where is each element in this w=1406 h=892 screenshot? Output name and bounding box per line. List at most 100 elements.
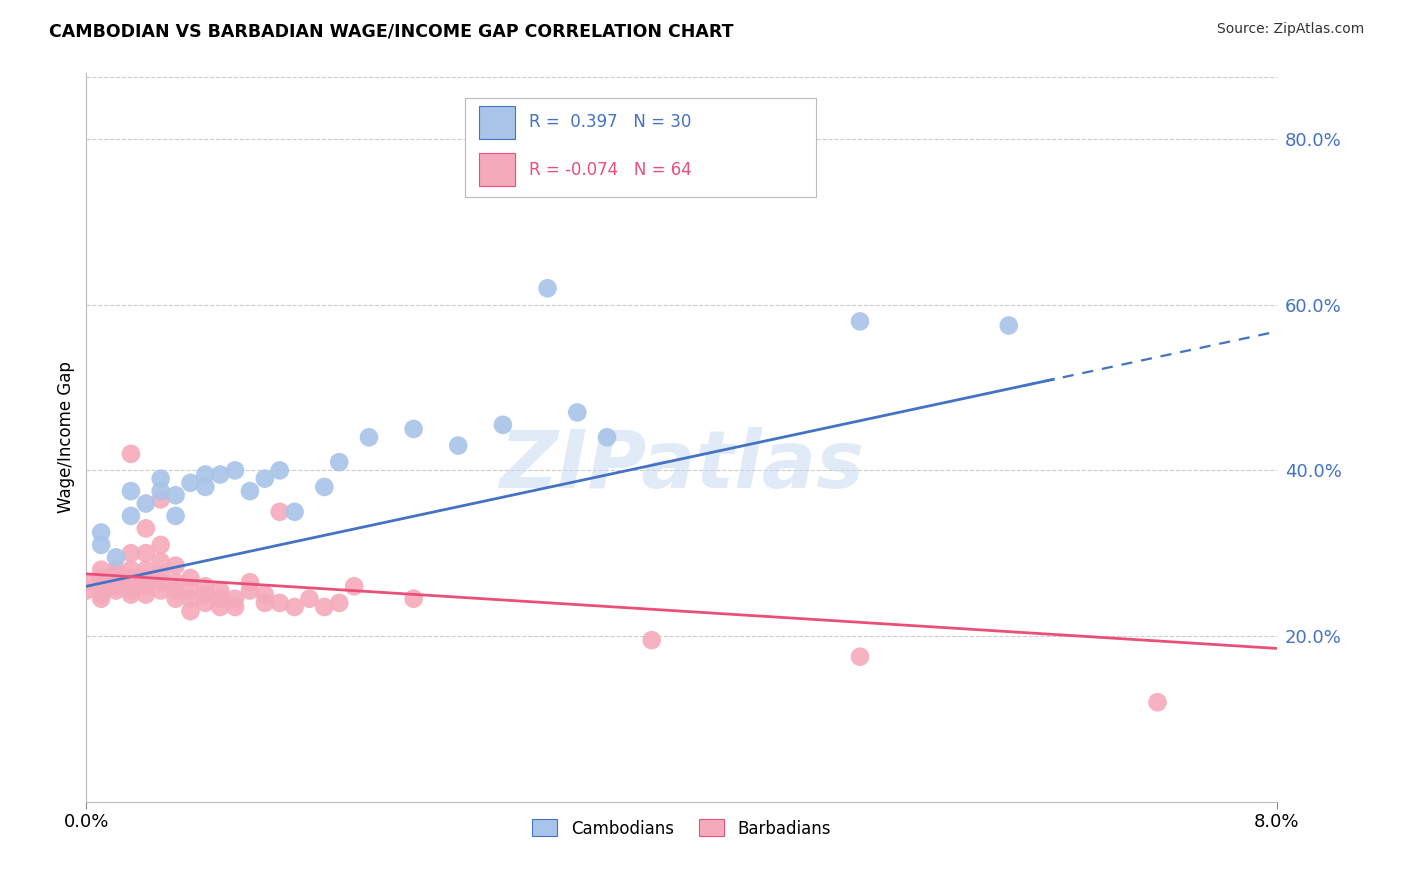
- Point: [357, 430, 380, 444]
- Point: [135, 563, 157, 577]
- Point: [849, 649, 872, 664]
- Point: [284, 600, 307, 615]
- Point: [239, 575, 262, 590]
- Point: [492, 417, 515, 432]
- Point: [314, 600, 336, 615]
- Point: [194, 480, 217, 494]
- Point: [209, 467, 232, 482]
- Point: [149, 538, 172, 552]
- Point: [165, 488, 187, 502]
- Point: [135, 588, 157, 602]
- Text: CAMBODIAN VS BARBADIAN WAGE/INCOME GAP CORRELATION CHART: CAMBODIAN VS BARBADIAN WAGE/INCOME GAP C…: [49, 22, 734, 40]
- Point: [120, 583, 142, 598]
- Point: [135, 546, 157, 560]
- Point: [120, 508, 142, 523]
- Point: [120, 563, 142, 577]
- Point: [149, 583, 172, 598]
- Point: [253, 588, 276, 602]
- Text: R =  0.397   N = 30: R = 0.397 N = 30: [529, 113, 692, 131]
- Point: [343, 579, 366, 593]
- Y-axis label: Wage/Income Gap: Wage/Income Gap: [58, 361, 75, 513]
- Point: [120, 588, 142, 602]
- Legend: Cambodians, Barbadians: Cambodians, Barbadians: [526, 813, 837, 844]
- Point: [402, 591, 425, 606]
- Point: [105, 563, 128, 577]
- Point: [135, 496, 157, 510]
- Point: [179, 604, 201, 618]
- Point: [90, 579, 112, 593]
- Point: [328, 596, 350, 610]
- Point: [298, 591, 321, 606]
- Text: R = -0.074   N = 64: R = -0.074 N = 64: [529, 161, 692, 178]
- Point: [269, 596, 291, 610]
- Point: [447, 439, 470, 453]
- Point: [640, 633, 662, 648]
- Point: [90, 525, 112, 540]
- Point: [120, 447, 142, 461]
- Point: [165, 591, 187, 606]
- Point: [149, 554, 172, 568]
- Point: [149, 484, 172, 499]
- Point: [135, 521, 157, 535]
- Point: [536, 281, 558, 295]
- Point: [224, 600, 246, 615]
- Point: [269, 463, 291, 477]
- Point: [105, 583, 128, 598]
- Point: [596, 430, 619, 444]
- Point: [1146, 695, 1168, 709]
- Point: [149, 575, 172, 590]
- Point: [165, 583, 187, 598]
- Point: [105, 575, 128, 590]
- Point: [105, 566, 128, 581]
- Point: [75, 583, 97, 598]
- Point: [402, 422, 425, 436]
- Point: [75, 575, 97, 590]
- Point: [90, 538, 112, 552]
- Point: [239, 583, 262, 598]
- Point: [179, 583, 201, 598]
- Point: [194, 467, 217, 482]
- Point: [90, 588, 112, 602]
- Point: [135, 571, 157, 585]
- Point: [239, 484, 262, 499]
- Point: [165, 575, 187, 590]
- Point: [997, 318, 1019, 333]
- Point: [120, 579, 142, 593]
- Point: [120, 546, 142, 560]
- Point: [284, 505, 307, 519]
- Point: [224, 591, 246, 606]
- Point: [194, 579, 217, 593]
- Point: [165, 508, 187, 523]
- Point: [253, 596, 276, 610]
- Point: [209, 600, 232, 615]
- Point: [120, 571, 142, 585]
- Point: [269, 505, 291, 519]
- Point: [314, 480, 336, 494]
- Text: ZIPatlas: ZIPatlas: [499, 427, 863, 506]
- Point: [209, 583, 232, 598]
- Point: [149, 472, 172, 486]
- Point: [120, 575, 142, 590]
- Point: [90, 591, 112, 606]
- Bar: [479, 106, 515, 138]
- Point: [105, 571, 128, 585]
- Point: [179, 475, 201, 490]
- Point: [224, 463, 246, 477]
- Point: [179, 591, 201, 606]
- FancyBboxPatch shape: [465, 98, 815, 197]
- Point: [90, 571, 112, 585]
- Point: [253, 472, 276, 486]
- Point: [149, 566, 172, 581]
- Point: [90, 563, 112, 577]
- Point: [105, 579, 128, 593]
- Point: [194, 588, 217, 602]
- Point: [135, 579, 157, 593]
- Bar: [479, 153, 515, 186]
- Point: [179, 571, 201, 585]
- Point: [165, 558, 187, 573]
- Point: [567, 405, 589, 419]
- Point: [120, 484, 142, 499]
- Point: [149, 492, 172, 507]
- Text: Source: ZipAtlas.com: Source: ZipAtlas.com: [1216, 22, 1364, 37]
- Point: [194, 596, 217, 610]
